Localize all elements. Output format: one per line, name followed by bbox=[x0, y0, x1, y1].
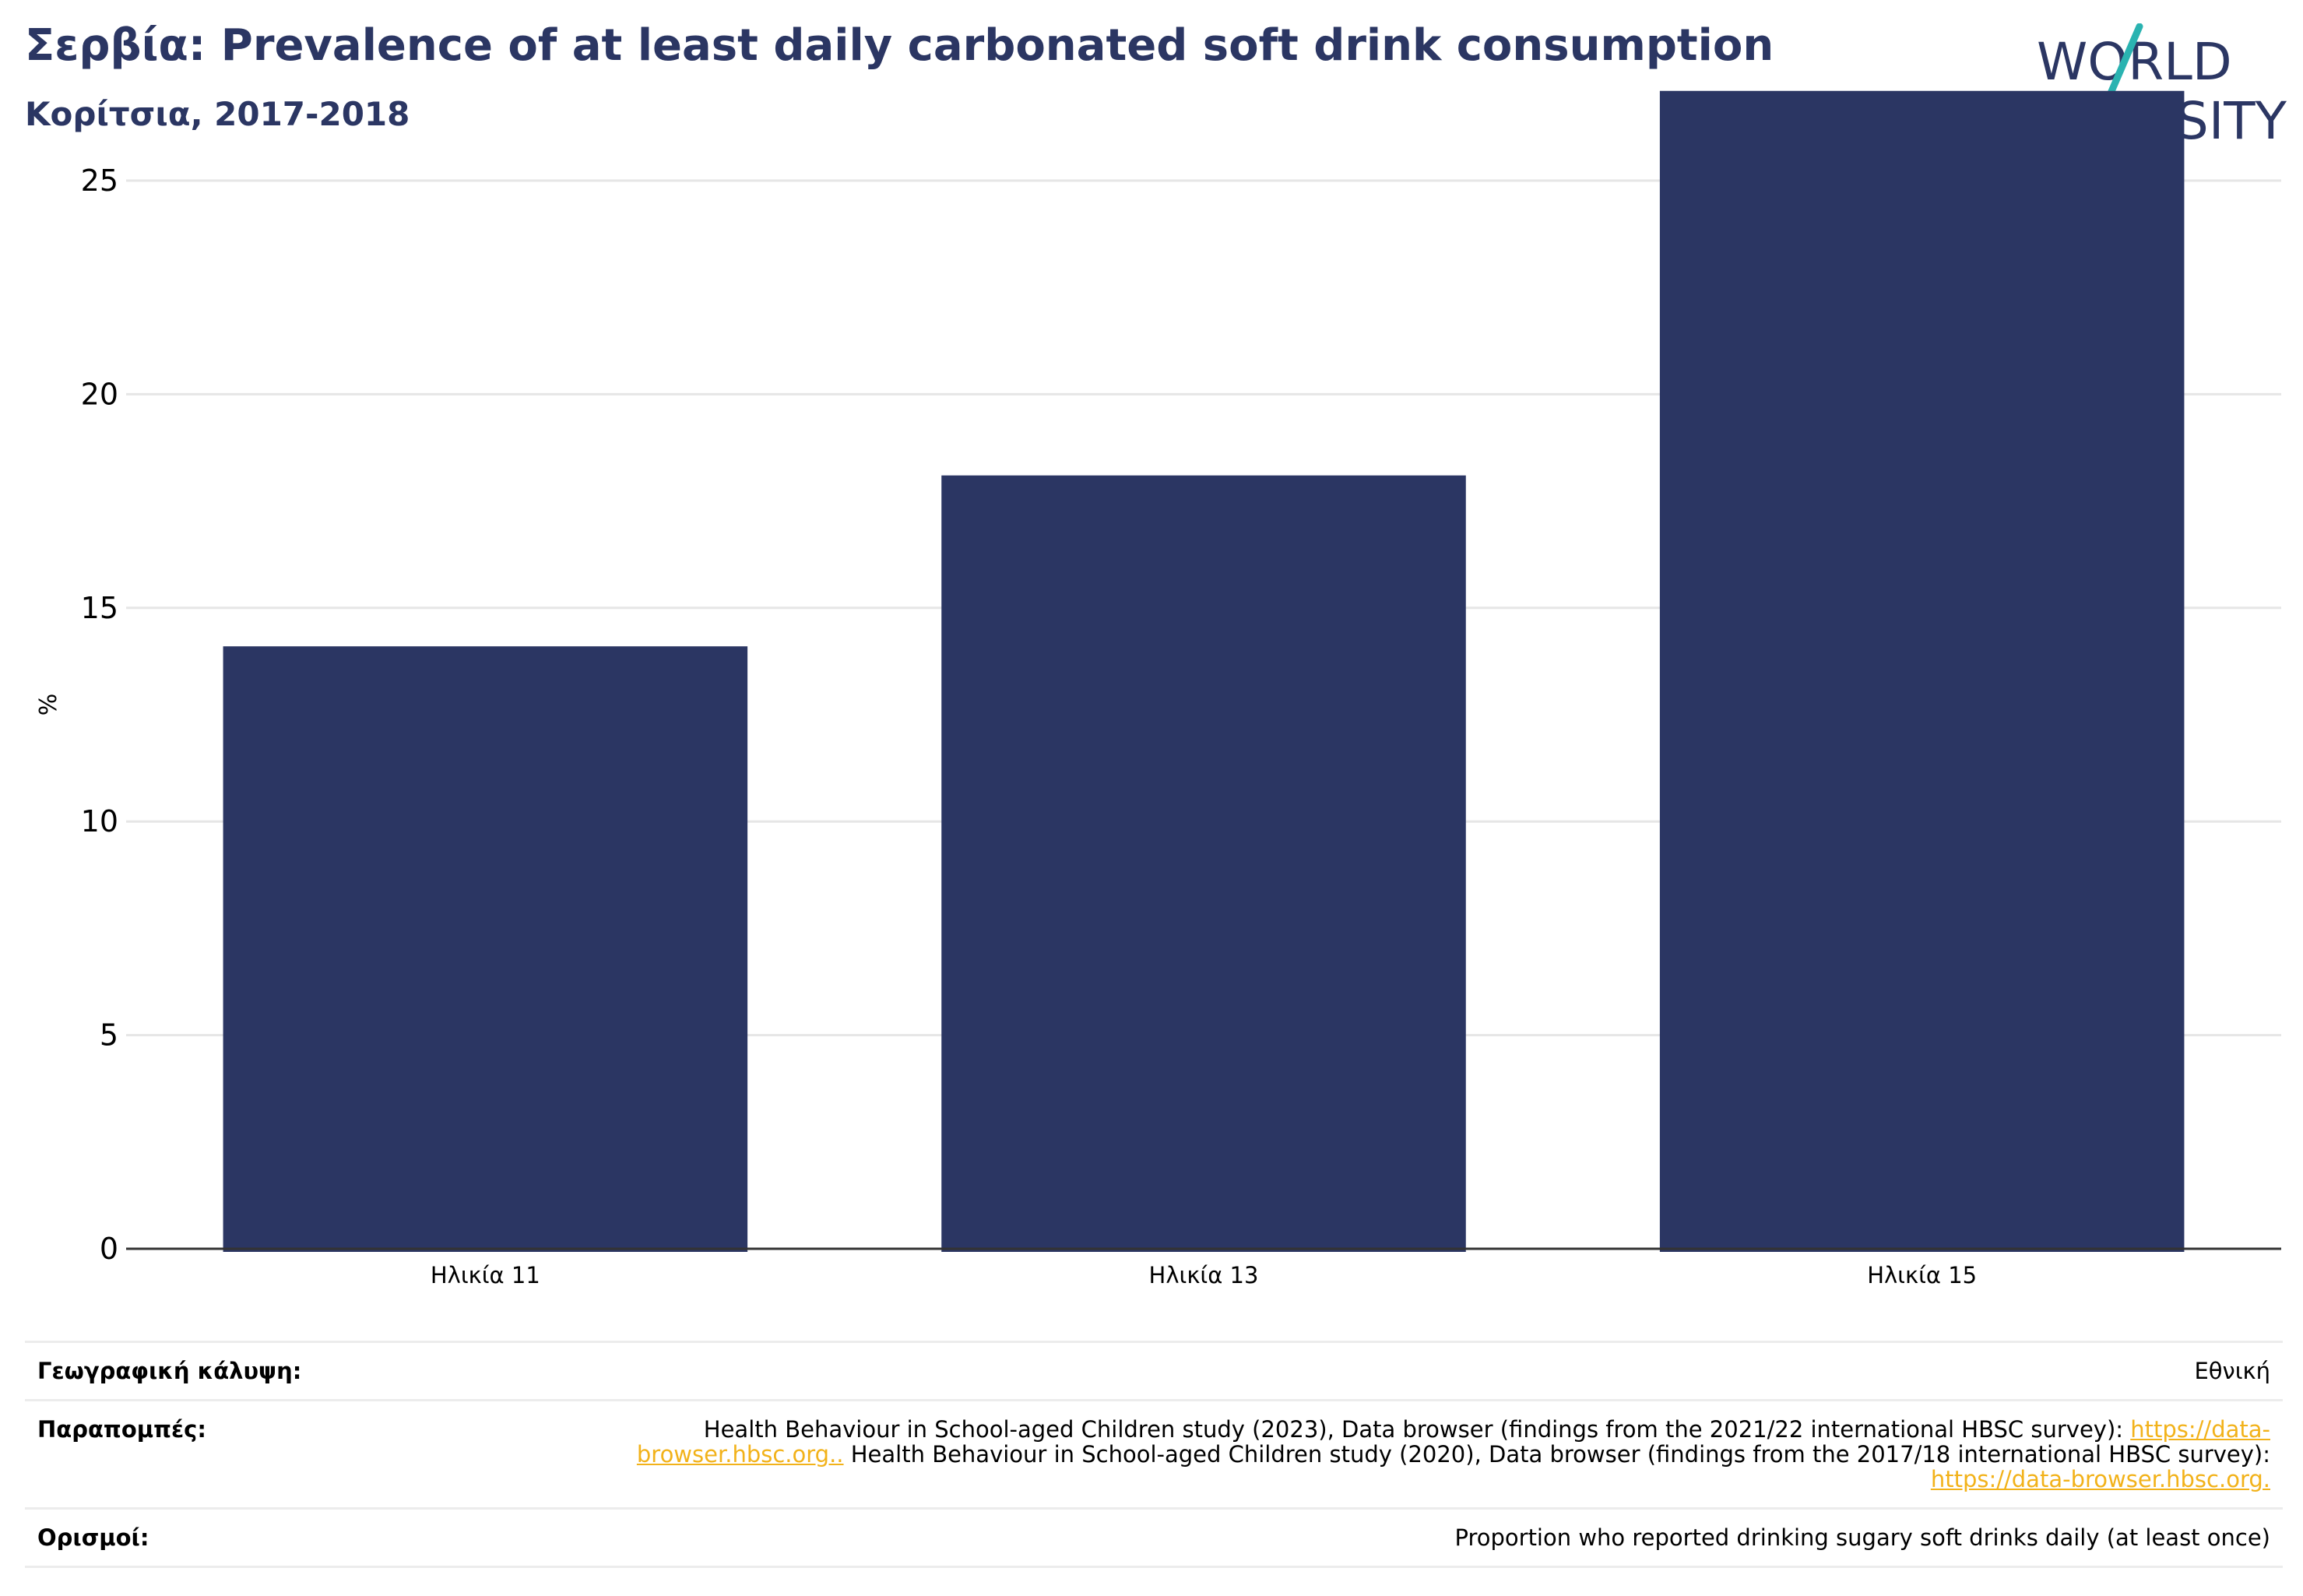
refs-text-2: Health Behaviour in School-aged Children… bbox=[843, 1441, 2270, 1468]
x-tick-label: Ηλικία 13 bbox=[1149, 1262, 1259, 1288]
y-tick-label: 25 bbox=[81, 163, 118, 198]
y-tick-label: 10 bbox=[81, 804, 118, 838]
y-tick-label: 15 bbox=[81, 591, 118, 625]
meta-row-refs: Παραπομπές: Health Behaviour in School-a… bbox=[25, 1401, 2283, 1510]
geo-value: Εθνική bbox=[2194, 1358, 2270, 1384]
meta-row-defs: Ορισμοί: Proportion who reported drinkin… bbox=[25, 1510, 2283, 1568]
bar bbox=[223, 646, 748, 1252]
y-axis-label: % bbox=[35, 694, 62, 716]
y-tick-label: 0 bbox=[100, 1232, 118, 1266]
refs-link-2[interactable]: https://data-browser.hbsc.org. bbox=[1930, 1466, 2270, 1492]
x-tick-label: Ηλικία 11 bbox=[431, 1262, 540, 1288]
bar-chart: 0 5 10 15 20 25 Ηλικία 11 Ηλικία 13 Ηλικία 15 % bbox=[35, 90, 2281, 1288]
refs-text-1: Health Behaviour in School-aged Children… bbox=[703, 1416, 2131, 1443]
refs-label: Παραπομπές: bbox=[37, 1416, 206, 1443]
y-tick-labels: 0 5 10 15 20 25 bbox=[81, 163, 118, 1266]
meta-row-geo: Γεωγραφική κάλυψη: Εθνική bbox=[25, 1343, 2283, 1401]
bar bbox=[941, 475, 1466, 1252]
y-tick-label: 5 bbox=[100, 1018, 118, 1053]
bars bbox=[126, 90, 2281, 1253]
metadata-table: Γεωγραφική κάλυψη: Εθνική Παραπομπές: He… bbox=[25, 1341, 2283, 1568]
bar bbox=[1659, 90, 2185, 1253]
refs-value: Health Behaviour in School-aged Children… bbox=[635, 1417, 2270, 1492]
defs-value: Proportion who reported drinking sugary … bbox=[1454, 1524, 2270, 1551]
chart-title: Σερβία: Prevalence of at least daily car… bbox=[25, 20, 1774, 71]
refs-link-1[interactable]: https://data-browser.hbsc.org.. bbox=[636, 1416, 2270, 1468]
logo-slash-top-icon bbox=[2106, 23, 2143, 99]
chart-subtitle: Κορίτσια, 2017-2018 bbox=[25, 95, 410, 133]
geo-label: Γεωγραφική κάλυψη: bbox=[37, 1358, 302, 1384]
defs-label: Ορισμοί: bbox=[37, 1524, 149, 1551]
x-tick-label: Ηλικία 15 bbox=[1867, 1262, 1977, 1288]
y-tick-label: 20 bbox=[81, 377, 118, 411]
x-tick-labels: Ηλικία 11 Ηλικία 13 Ηλικία 15 bbox=[431, 1262, 1977, 1288]
